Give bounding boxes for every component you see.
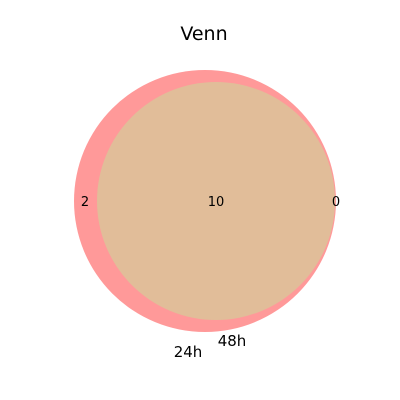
diagram-title: Venn	[180, 23, 227, 45]
region-count-both: 10	[208, 195, 225, 210]
set-label-24h: 24h	[174, 343, 203, 361]
region-count-only-24h: 2	[81, 195, 89, 210]
region-count-only-48h: 0	[332, 195, 340, 210]
set-label-48h: 48h	[218, 332, 247, 350]
